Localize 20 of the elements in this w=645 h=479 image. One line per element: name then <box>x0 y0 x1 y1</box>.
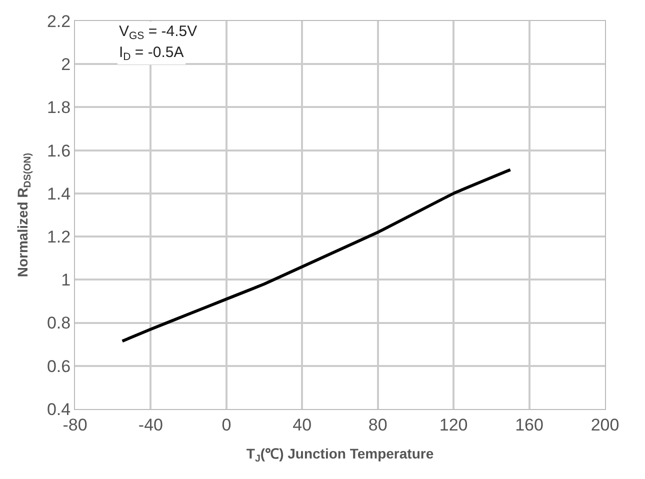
y-tick-label: 1.8 <box>46 98 71 118</box>
x-tick-label: -40 <box>138 415 163 434</box>
x-tick-label: 160 <box>515 415 544 434</box>
annotation: I$_{D}$ = -0.5A <box>119 44 184 64</box>
y-tick-label: 2.2 <box>46 12 71 31</box>
y-tick-label: 1.4 <box>46 184 71 204</box>
x-axis-title: T$_{J}$(℃) Junction Temperature <box>246 446 434 465</box>
y-tick-label: 2 <box>61 55 71 74</box>
line-series <box>120 168 512 343</box>
y-tick-label: 0.8 <box>46 314 71 333</box>
annotation: V$_{GS}$ = -4.5V <box>119 23 198 42</box>
y-tick-label: 0.6 <box>46 356 71 376</box>
y-tick-label: 1.2 <box>46 228 71 247</box>
y-tick-label: 1.6 <box>46 141 71 160</box>
x-tick-label: 80 <box>368 415 388 434</box>
y-tick-label: 1 <box>61 270 71 290</box>
x-tick-label: 40 <box>292 415 312 434</box>
x-tick-label: 0 <box>222 415 232 434</box>
x-tick-label: 120 <box>439 415 468 434</box>
x-tick-label: 200 <box>590 415 620 434</box>
